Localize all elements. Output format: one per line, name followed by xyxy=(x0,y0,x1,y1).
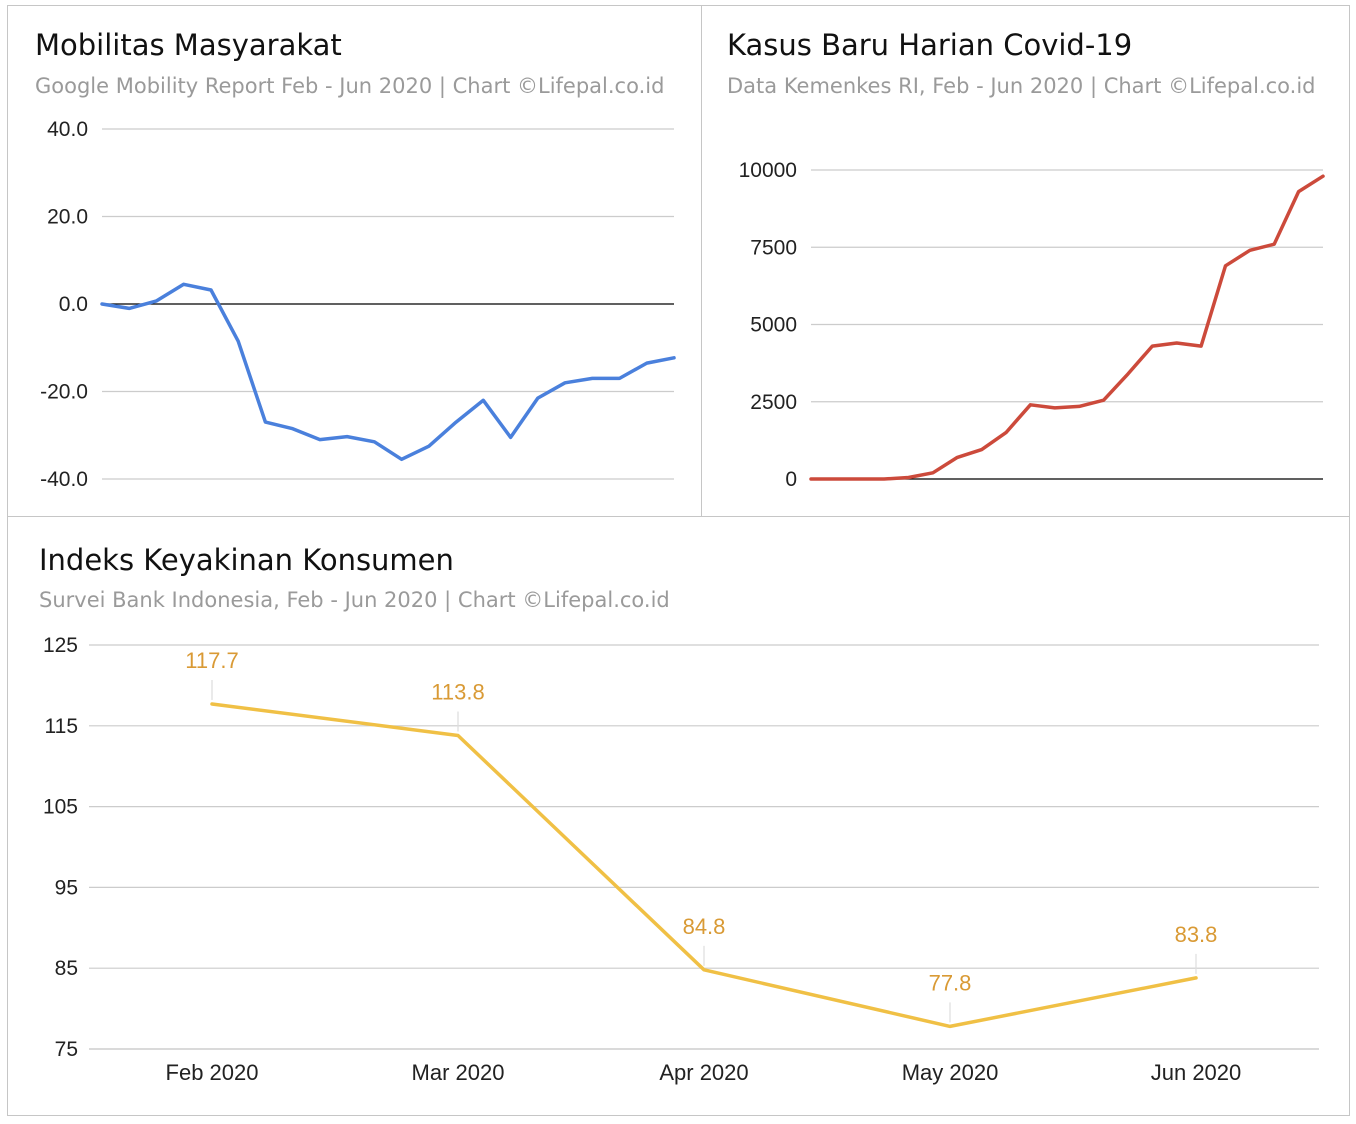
mobility-y-tick-label: -20.0 xyxy=(40,381,88,404)
ikk-x-tick-label: Jun 2020 xyxy=(1151,1060,1242,1085)
covid-chart-title: Kasus Baru Harian Covid-19 xyxy=(727,28,1133,62)
ikk-y-tick-label: 125 xyxy=(43,634,78,657)
ikk-series-line xyxy=(210,702,1198,1029)
mobility-chart-plot: 40.0 20.0 0.0 -20.0 -40.0 xyxy=(40,118,676,491)
ikk-x-tick-label: Feb 2020 xyxy=(166,1060,259,1085)
mobility-series-line xyxy=(100,282,676,462)
ikk-data-label: 84.8 xyxy=(683,914,726,939)
covid-chart-plot: 0 2500 5000 7500 10000 xyxy=(739,159,1325,491)
ikk-x-tick-label: Mar 2020 xyxy=(412,1060,505,1085)
covid-chart-panel: Kasus Baru Harian Covid-19 Data Kemenkes… xyxy=(701,5,1350,517)
ikk-data-label: 117.7 xyxy=(185,648,238,673)
ikk-y-tick-label: 105 xyxy=(43,796,78,819)
covid-y-tick-label: 5000 xyxy=(750,314,797,337)
mobility-chart-subtitle: Google Mobility Report Feb - Jun 2020 | … xyxy=(35,74,665,98)
ikk-data-label: 83.8 xyxy=(1175,922,1218,947)
ikk-y-tick-label: 75 xyxy=(55,1038,78,1061)
ikk-y-tick-label: 95 xyxy=(55,876,78,899)
ikk-chart-plot: 75 85 95 105 115 125 Feb 2020 Mar 2020 Apr 2020 M… xyxy=(43,634,1319,1085)
covid-chart-subtitle: Data Kemenkes RI, Feb - Jun 2020 | Chart… xyxy=(727,74,1316,98)
covid-y-tick-label: 0 xyxy=(785,468,797,491)
ikk-chart-panel: Indeks Keyakinan Konsumen Survei Bank In… xyxy=(7,516,1350,1116)
ikk-x-tick-label: Apr 2020 xyxy=(659,1060,748,1085)
covid-y-tick-label: 10000 xyxy=(739,159,797,182)
covid-y-tick-label: 7500 xyxy=(750,236,797,259)
ikk-x-tick-label: May 2020 xyxy=(902,1060,999,1085)
mobility-y-tick-label: 0.0 xyxy=(59,293,88,316)
ikk-data-label: 113.8 xyxy=(431,679,484,704)
mobility-y-tick-label: 40.0 xyxy=(47,118,88,141)
ikk-chart-title: Indeks Keyakinan Konsumen xyxy=(39,543,454,577)
covid-y-tick-label: 2500 xyxy=(750,391,797,414)
ikk-y-tick-label: 115 xyxy=(45,715,78,738)
mobility-y-tick-label: -40.0 xyxy=(40,468,88,491)
ikk-data-label: 77.8 xyxy=(929,970,972,995)
ikk-chart-subtitle: Survei Bank Indonesia, Feb - Jun 2020 | … xyxy=(39,588,670,612)
mobility-y-tick-label: 20.0 xyxy=(47,206,88,229)
ikk-y-tick-label: 85 xyxy=(55,957,78,980)
covid-series-line xyxy=(809,174,1325,481)
mobility-chart-panel: Mobilitas Masyarakat Google Mobility Rep… xyxy=(7,5,702,517)
mobility-chart-title: Mobilitas Masyarakat xyxy=(35,28,342,62)
